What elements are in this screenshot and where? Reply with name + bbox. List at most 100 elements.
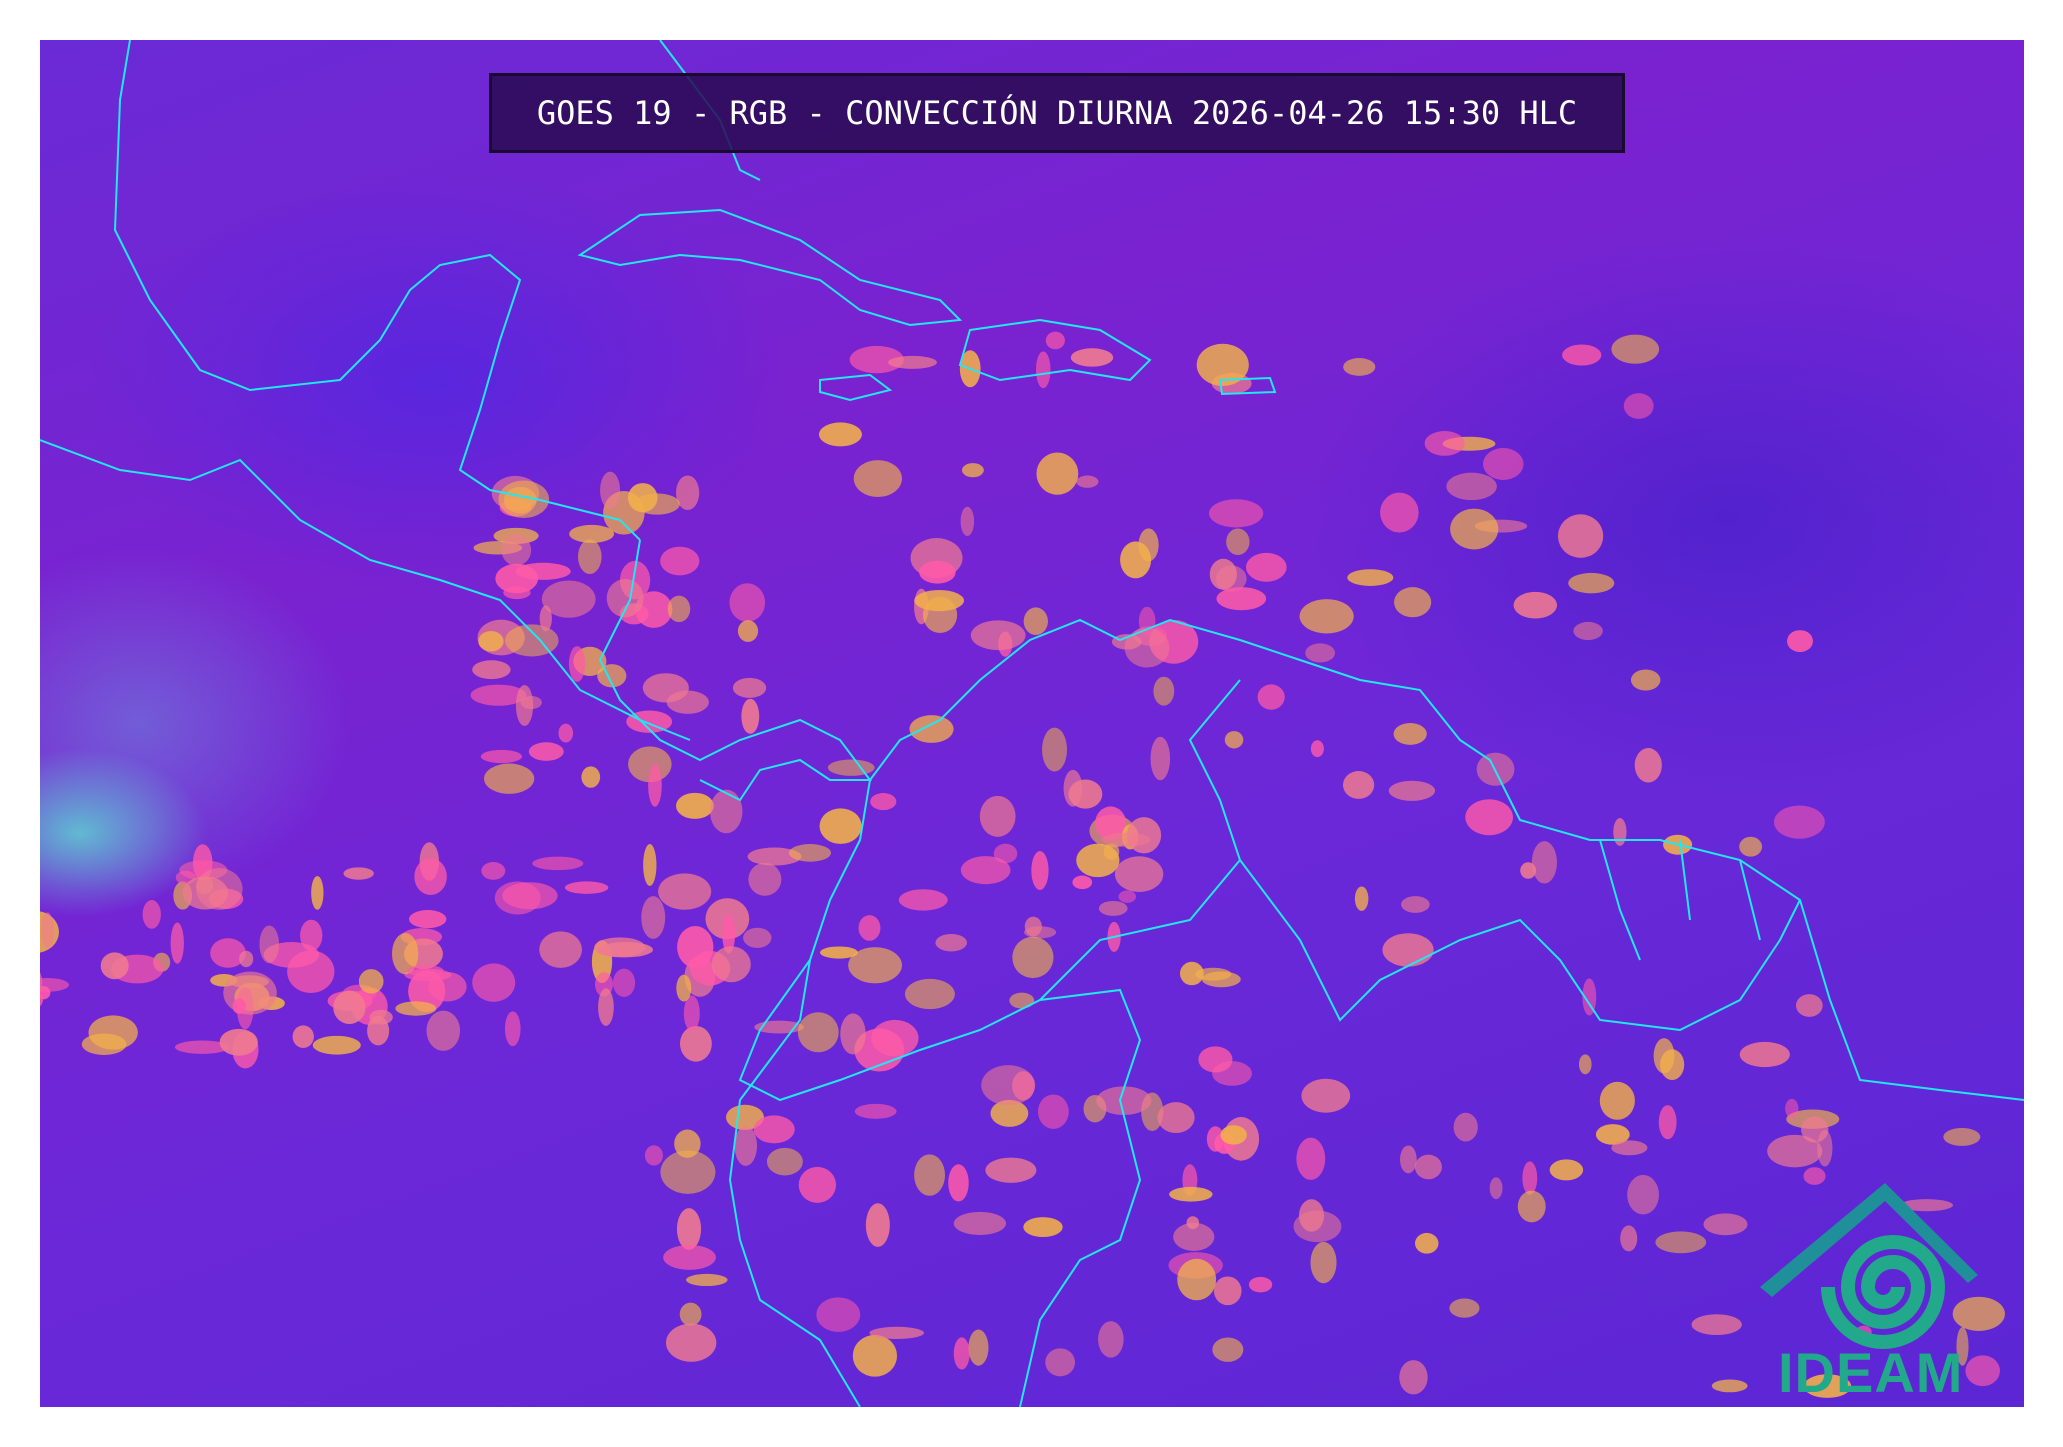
convective-cloud — [1739, 1041, 1790, 1068]
convective-cloud — [865, 1203, 890, 1247]
satellite-map[interactable] — [40, 40, 2024, 1407]
convective-cloud — [737, 620, 759, 642]
convective-cloud — [798, 1166, 837, 1203]
convective-cloud — [726, 1104, 764, 1130]
convective-cloud — [1076, 475, 1099, 488]
convective-cloud — [853, 460, 902, 497]
convective-cloud — [1036, 452, 1079, 495]
convective-cloud — [594, 937, 646, 958]
convective-cloud — [1803, 1167, 1826, 1185]
convective-cloud — [840, 1013, 866, 1055]
convective-cloud — [663, 1244, 716, 1270]
convective-cloud — [732, 677, 767, 698]
convective-cloud — [628, 746, 672, 783]
convective-cloud — [174, 1040, 230, 1054]
hispaniola — [958, 318, 1152, 382]
convective-cloud — [676, 475, 700, 511]
convective-cloud — [634, 493, 680, 515]
cloud-layer — [40, 331, 2005, 1398]
convective-cloud — [1613, 818, 1627, 846]
convective-cloud — [961, 463, 984, 478]
convective-cloud — [1024, 926, 1057, 939]
convective-cloud — [1031, 850, 1049, 891]
convective-cloud — [1310, 740, 1324, 758]
convective-cloud — [1213, 1276, 1242, 1306]
convective-cloud — [1098, 900, 1128, 916]
convective-cloud — [478, 630, 504, 652]
convective-cloud — [1578, 1054, 1592, 1075]
convective-cloud — [852, 1334, 898, 1377]
convective-cloud — [1076, 843, 1120, 878]
convective-cloud — [676, 792, 714, 819]
convective-cloud — [606, 578, 644, 618]
convective-cloud — [686, 1273, 728, 1287]
convective-cloud — [660, 546, 700, 576]
convective-cloud — [600, 471, 621, 509]
convective-cloud — [1072, 875, 1093, 890]
convective-cloud — [818, 422, 862, 447]
convective-cloud — [210, 938, 246, 968]
convective-cloud — [935, 933, 967, 952]
convective-cloud — [1173, 1222, 1215, 1251]
convective-cloud — [170, 922, 184, 964]
convective-cloud — [1558, 514, 1604, 558]
convective-cloud — [914, 1154, 946, 1196]
convective-cloud — [195, 868, 243, 910]
convective-cloud — [539, 931, 583, 968]
convective-cloud — [1153, 676, 1175, 706]
convective-cloud — [709, 789, 743, 834]
convective-cloud — [1611, 334, 1660, 364]
convective-cloud — [495, 563, 539, 594]
convective-cloud — [564, 881, 609, 894]
convective-cloud — [312, 1035, 361, 1055]
convective-cloud — [40, 977, 70, 992]
convective-cloud — [734, 1125, 757, 1166]
convective-cloud — [1787, 630, 1813, 653]
convective-cloud — [1568, 572, 1615, 594]
convective-cloud — [1513, 591, 1558, 619]
convective-cloud — [1531, 841, 1557, 884]
convective-cloud — [1150, 736, 1171, 781]
convective-cloud — [1096, 1086, 1152, 1115]
convective-cloud — [1952, 1296, 2005, 1331]
convective-cloud — [643, 844, 657, 886]
convective-cloud — [1212, 1061, 1252, 1086]
convective-cloud — [1212, 1337, 1244, 1362]
convective-cloud — [1157, 1102, 1195, 1134]
convective-cloud — [426, 1010, 461, 1051]
convective-cloud — [1401, 896, 1430, 913]
convective-cloud — [532, 856, 584, 871]
convective-cloud — [1703, 1213, 1748, 1236]
convective-cloud — [981, 1065, 1036, 1106]
convective-cloud — [578, 539, 602, 575]
convective-cloud — [1655, 1231, 1707, 1254]
convective-cloud — [541, 580, 596, 618]
convective-cloud — [1114, 856, 1164, 893]
convective-cloud — [743, 927, 772, 948]
convective-cloud — [644, 1145, 663, 1166]
convective-cloud — [569, 524, 615, 543]
convective-cloud — [665, 1323, 717, 1362]
convective-cloud — [1449, 1298, 1480, 1318]
convective-cloud — [674, 1129, 701, 1158]
convective-cloud — [1739, 836, 1763, 857]
convective-cloud — [1388, 780, 1436, 801]
convective-cloud — [1599, 1081, 1635, 1120]
convective-cloud — [1446, 472, 1497, 501]
convective-cloud — [676, 974, 692, 1002]
convective-cloud — [869, 1326, 924, 1340]
convective-cloud — [1095, 806, 1127, 840]
convective-cloud — [679, 1302, 702, 1326]
convective-cloud — [1767, 1134, 1823, 1168]
convective-cloud — [858, 915, 881, 941]
convective-cloud — [409, 910, 447, 929]
convective-cloud — [369, 1009, 393, 1025]
south-america-north-coast — [869, 618, 2024, 1101]
convective-cloud — [1785, 1098, 1799, 1119]
convective-cloud — [142, 900, 161, 929]
convective-cloud — [979, 795, 1016, 837]
convective-cloud — [581, 766, 601, 788]
convective-cloud — [292, 1025, 314, 1048]
convective-cloud — [1310, 1241, 1337, 1284]
convective-cloud — [1465, 799, 1513, 836]
